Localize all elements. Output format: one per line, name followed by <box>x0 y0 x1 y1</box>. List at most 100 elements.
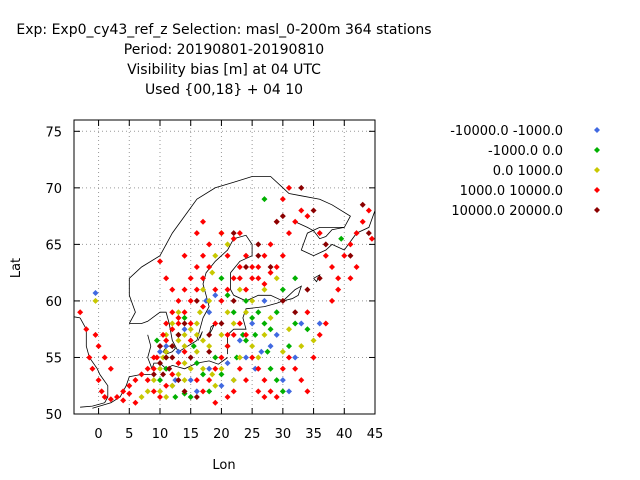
data-point <box>329 264 335 270</box>
data-point <box>175 377 182 384</box>
data-point <box>267 269 274 276</box>
data-point <box>292 354 299 361</box>
coastline-segment <box>129 234 284 355</box>
data-point <box>236 264 243 270</box>
data-point <box>181 388 188 395</box>
data-point <box>261 297 268 304</box>
data-point <box>267 241 274 248</box>
data-point <box>218 297 225 304</box>
data-point <box>200 365 206 372</box>
data-point <box>224 343 231 350</box>
data-point <box>150 377 157 384</box>
data-point <box>249 343 256 350</box>
data-point <box>304 213 311 220</box>
data-point <box>224 286 231 293</box>
data-point <box>230 331 237 338</box>
legend-label: -10000.0 -1000.0 <box>450 124 563 139</box>
data-point <box>101 354 108 361</box>
data-point <box>310 207 317 214</box>
y-axis-label: Lat <box>9 258 24 278</box>
data-point <box>292 365 299 372</box>
data-point <box>206 241 213 248</box>
y-tick-label: 50 <box>45 408 62 423</box>
data-point <box>200 218 206 225</box>
data-point <box>286 184 292 191</box>
coastline-map <box>73 176 376 409</box>
y-tick-label: 55 <box>45 351 62 366</box>
data-point <box>230 235 237 242</box>
data-point <box>150 371 157 378</box>
data-point <box>169 371 176 378</box>
plot-frame <box>73 119 376 415</box>
data-point <box>163 365 170 372</box>
data-point <box>175 314 182 321</box>
x-tick-label: 35 <box>305 427 322 442</box>
data-point <box>144 365 151 372</box>
data-point <box>138 394 145 401</box>
data-point <box>175 331 182 338</box>
data-point <box>335 286 342 293</box>
data-point <box>255 365 262 372</box>
data-point <box>286 388 292 395</box>
data-point <box>365 230 372 237</box>
data-point <box>163 382 170 389</box>
data-point <box>261 377 268 384</box>
data-point <box>273 218 280 225</box>
data-point <box>200 303 206 310</box>
data-point <box>236 337 243 344</box>
data-point <box>243 252 249 259</box>
data-point <box>187 320 194 327</box>
legend-marker <box>594 127 600 133</box>
data-point <box>230 377 237 384</box>
data-point <box>181 377 188 384</box>
data-point <box>286 343 292 350</box>
data-point <box>267 314 274 321</box>
data-point <box>160 354 167 361</box>
data-point <box>206 377 213 384</box>
data-point <box>187 377 194 384</box>
data-point <box>175 309 182 316</box>
data-point <box>86 354 93 361</box>
data-point <box>316 230 323 237</box>
data-point <box>187 354 194 361</box>
x-tick-label: 25 <box>244 427 261 442</box>
data-point <box>206 365 213 372</box>
title-line-2: Period: 20190801-20190810 <box>123 42 325 58</box>
data-point <box>193 286 200 293</box>
data-point <box>132 377 139 384</box>
data-point <box>236 230 243 237</box>
data-point <box>322 320 329 327</box>
data-point <box>126 382 133 389</box>
data-point <box>286 230 292 237</box>
data-points <box>77 184 375 406</box>
data-point <box>212 286 219 293</box>
data-point <box>175 360 182 367</box>
data-point <box>255 309 262 316</box>
data-point <box>193 348 200 355</box>
data-point <box>181 314 188 321</box>
data-point <box>169 320 176 327</box>
data-point <box>365 207 372 214</box>
data-point <box>187 275 194 282</box>
data-point <box>163 343 170 350</box>
data-point <box>206 388 213 395</box>
data-point <box>243 309 249 316</box>
data-point <box>335 275 342 282</box>
data-point <box>239 331 246 338</box>
data-point <box>273 331 280 338</box>
data-point <box>200 275 206 282</box>
data-point <box>175 297 182 304</box>
x-tick-label: 20 <box>213 427 230 442</box>
data-point <box>261 286 268 293</box>
x-tick-label: 10 <box>152 427 169 442</box>
data-point <box>212 365 219 372</box>
data-point <box>249 320 256 327</box>
data-point <box>255 264 262 270</box>
data-point <box>187 297 194 304</box>
data-point <box>200 388 206 395</box>
legend: -10000.0 -1000.0 -1000.0 0.0 0.0 1000.0 100… <box>450 124 600 219</box>
data-point <box>193 230 200 237</box>
data-point <box>92 297 99 304</box>
data-point <box>322 252 329 259</box>
data-point <box>230 388 237 395</box>
